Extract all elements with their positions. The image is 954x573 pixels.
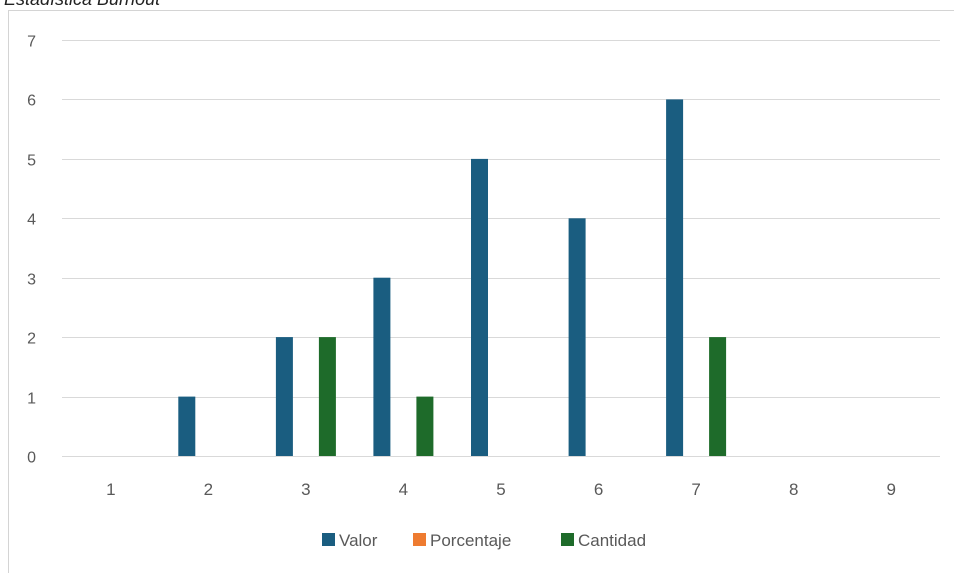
bar-valor-3 <box>275 337 293 456</box>
y-tick-label: 0 <box>27 450 36 467</box>
x-tick-label: 9 <box>886 480 895 499</box>
y-tick-label: 3 <box>27 272 36 289</box>
y-tick-label: 2 <box>27 331 36 348</box>
bar-cantidad-3 <box>318 337 336 456</box>
x-tick-label: 2 <box>204 480 213 499</box>
legend: Valor Porcentaje Cantidad <box>322 531 646 550</box>
legend-label-valor: Valor <box>339 531 378 550</box>
y-tick-label: 6 <box>27 93 36 110</box>
legend-swatch-cantidad <box>561 533 574 546</box>
bar-valor-7 <box>666 99 684 457</box>
y-tick-label: 5 <box>27 153 36 170</box>
bar-valor-6 <box>568 218 586 456</box>
bar-cantidad-7 <box>709 337 727 456</box>
bar-valor-5 <box>471 158 488 456</box>
legend-label-cantidad: Cantidad <box>578 531 646 550</box>
x-tick-label: 6 <box>594 480 603 499</box>
bar-cantidad-4 <box>416 396 434 456</box>
legend-label-porcentaje: Porcentaje <box>430 531 511 550</box>
x-tick-label: 8 <box>789 480 798 499</box>
x-tick-label: 7 <box>691 480 700 499</box>
y-tick-label: 1 <box>27 391 36 408</box>
gridlines <box>62 40 940 457</box>
x-tick-label: 1 <box>106 480 115 499</box>
y-tick-label: 7 <box>27 34 36 51</box>
y-tick-label: 4 <box>27 212 36 229</box>
x-axis-labels: 1 2 3 4 5 6 7 8 9 <box>106 480 896 499</box>
bar-valor-4 <box>373 277 391 456</box>
legend-swatch-porcentaje <box>413 533 426 546</box>
x-tick-label: 5 <box>496 480 505 499</box>
x-tick-label: 4 <box>399 480 408 499</box>
bars <box>178 99 727 457</box>
x-tick-label: 3 <box>301 480 310 499</box>
y-axis-labels: 0 1 2 3 4 5 6 7 <box>27 34 36 467</box>
bar-valor-2 <box>178 396 196 456</box>
legend-swatch-valor <box>322 533 335 546</box>
chart-title: Estadística Burnout <box>4 0 160 10</box>
